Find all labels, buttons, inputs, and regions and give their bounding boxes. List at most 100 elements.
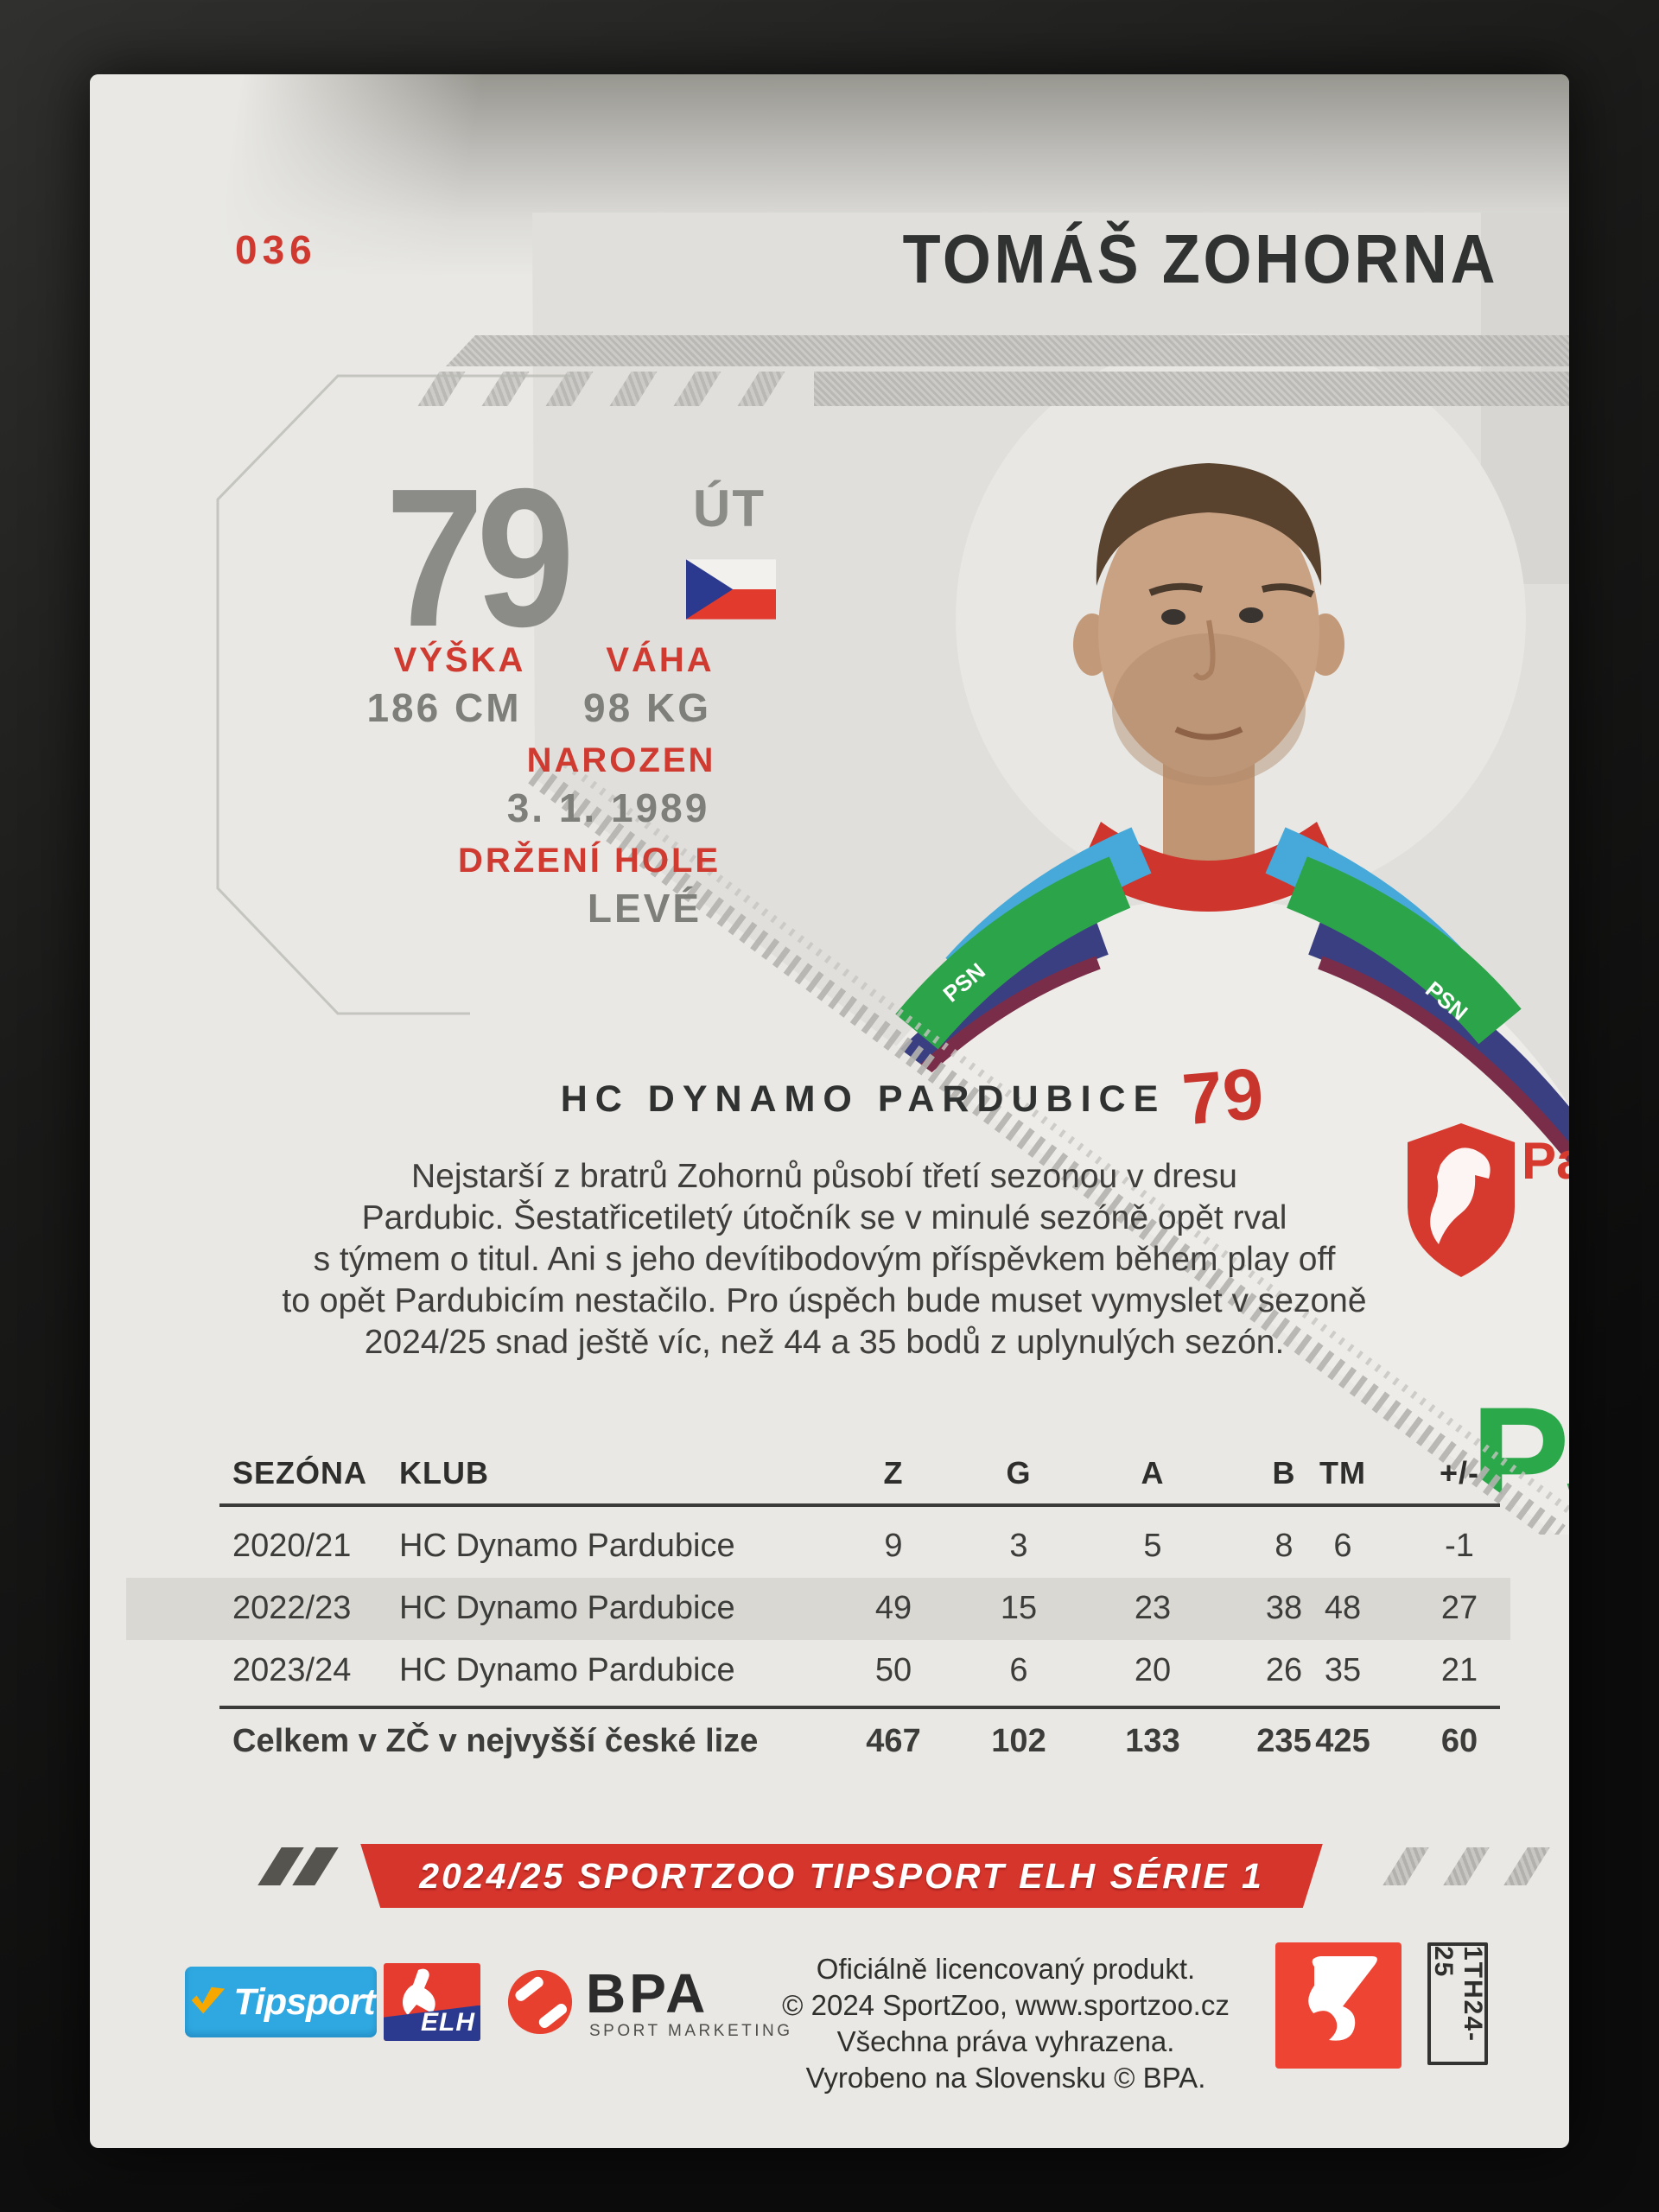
cell-pm: 27	[1440, 1590, 1478, 1626]
cell-season: 2020/21	[232, 1528, 352, 1564]
player-mouth	[1174, 726, 1243, 741]
table-row-shade	[126, 1578, 1510, 1640]
tipsport-check-icon	[192, 1986, 226, 2014]
collar-green-right	[1287, 856, 1522, 1045]
cell-b: 26	[1265, 1652, 1303, 1688]
bpa-subtitle: SPORT MARKETING	[589, 2022, 793, 2040]
col-header-g: G	[1006, 1455, 1032, 1491]
jersey-fragment-text: Pa	[1522, 1132, 1569, 1190]
table-header-line	[219, 1503, 1500, 1507]
weight-label: VÁHA	[606, 641, 715, 679]
bio-line: to opět Pardubicím nestačilo. Pro úspěch…	[282, 1282, 1367, 1319]
copyright-line: Vyrobeno na Slovensku © BPA.	[805, 2062, 1206, 2094]
shoulder-stripe-right-maroon	[1318, 956, 1569, 1202]
czech-flag-icon	[686, 559, 776, 620]
cell-club: HC Dynamo Pardubice	[399, 1652, 735, 1688]
cell-z: 49	[874, 1590, 912, 1626]
bio-line: s týmem o titul. Ani s jeho devítibodový…	[313, 1241, 1336, 1278]
banner-deco-mark	[1382, 1847, 1429, 1885]
cell-pm: -1	[1445, 1528, 1474, 1564]
bio-line: Pardubic. Šestatřicetiletý útočník se v …	[361, 1199, 1287, 1236]
jersey-number-big: 79	[385, 448, 575, 668]
total-label: Celkem v ZČ v nejvyšší české lize	[232, 1723, 759, 1759]
cell-club: HC Dynamo Pardubice	[399, 1528, 735, 1564]
total-b: 235	[1256, 1723, 1312, 1759]
col-header-club: KLUB	[399, 1455, 489, 1491]
total-pm: 60	[1440, 1723, 1478, 1759]
player-name: TOMÁŠ ZOHORNA	[902, 220, 1498, 297]
bpa-label: BPA	[586, 1962, 709, 2024]
cell-b: 38	[1265, 1590, 1303, 1626]
series-banner-text: 2024/25 SPORTZOO TIPSPORT ELH SÉRIE 1	[419, 1855, 1264, 1896]
copyright-line: Oficiálně licencovaný produkt.	[816, 1953, 1196, 1985]
born-label: NAROZEN	[526, 741, 716, 779]
elh-label: ELH	[421, 2008, 475, 2037]
cell-a: 23	[1134, 1590, 1172, 1626]
bio-text: Nejstarší z bratrů Zohornů působí třetí …	[142, 1156, 1507, 1363]
cell-g: 6	[1009, 1652, 1028, 1688]
col-header-z: Z	[883, 1455, 904, 1491]
cell-tm: 48	[1324, 1590, 1362, 1626]
card-number: 036	[235, 227, 317, 272]
copyright-line: Všechna práva vyhrazena.	[836, 2025, 1175, 2057]
cell-b: 8	[1274, 1528, 1294, 1564]
cell-z: 9	[884, 1528, 903, 1564]
total-tm: 425	[1315, 1723, 1370, 1759]
player-stubble	[1112, 633, 1306, 785]
cell-a: 20	[1134, 1652, 1172, 1688]
sportzoo-glyph-icon	[1308, 1956, 1377, 2041]
total-g: 102	[991, 1723, 1046, 1759]
deco-band-top	[446, 335, 1569, 366]
player-photo: Tipsport Tipsport PSN PSN 79 Pa PS	[528, 213, 1569, 1535]
height-label: VÝŠKA	[393, 641, 526, 679]
position-label: ÚT	[693, 480, 766, 537]
chest-number: 79	[1179, 1052, 1267, 1141]
team-name: HC DYNAMO PARDUBICE	[560, 1078, 1166, 1120]
player-eye-right	[1239, 607, 1263, 623]
col-header-pm: +/-	[1439, 1455, 1479, 1491]
tipsport-logo: Tipsport	[185, 1967, 377, 2037]
serial-text: 1TH24-25	[1429, 1946, 1487, 2044]
table-total-line	[219, 1706, 1500, 1709]
bio-line: Nejstarší z bratrů Zohornů působí třetí …	[411, 1158, 1237, 1195]
weight-value: 98 KG	[583, 685, 711, 730]
cell-z: 50	[874, 1652, 912, 1688]
col-header-season: SEZÓNA	[232, 1455, 368, 1491]
player-nose	[1192, 620, 1216, 681]
born-value: 3. 1. 1989	[506, 785, 710, 830]
player-brow-right	[1261, 583, 1314, 598]
cell-a: 5	[1143, 1528, 1162, 1564]
banner-deco-mark	[1503, 1847, 1550, 1885]
elh-logo: ELH	[384, 1963, 480, 2041]
cell-season: 2023/24	[232, 1652, 352, 1688]
cell-g: 15	[1000, 1590, 1038, 1626]
series-banner: 2024/25 SPORTZOO TIPSPORT ELH SÉRIE 1	[360, 1844, 1323, 1908]
banner-deco-mark	[1443, 1847, 1490, 1885]
stick-label: DRŽENÍ HOLE	[457, 842, 721, 880]
cell-club: HC Dynamo Pardubice	[399, 1590, 735, 1626]
deco-band-bottom	[814, 372, 1569, 406]
photo-cut-dotted-band	[528, 765, 1566, 1535]
bio-line: 2024/25 snad ještě víc, než 44 a 35 bodů…	[364, 1324, 1285, 1361]
cell-pm: 21	[1440, 1652, 1478, 1688]
serial-box: 1TH24-25	[1427, 1942, 1488, 2065]
collar-green-left	[895, 856, 1131, 1050]
sportzoo-logo	[1275, 1942, 1402, 2069]
copyright-line: © 2024 SportZoo, www.sportzoo.cz	[782, 1989, 1230, 2021]
copyright-block: Oficiálně licencovaný produkt. © 2024 Sp…	[725, 1951, 1287, 2096]
col-header-a: A	[1141, 1455, 1165, 1491]
stick-value: LEVÉ	[587, 886, 702, 931]
player-hair	[1096, 463, 1322, 586]
total-z: 467	[866, 1723, 921, 1759]
inner-collar-red	[1078, 822, 1339, 912]
cell-season: 2022/23	[232, 1590, 352, 1626]
height-value: 186 CM	[366, 685, 522, 730]
cell-tm: 6	[1333, 1528, 1352, 1564]
col-header-b: B	[1272, 1455, 1296, 1491]
player-eye-left	[1161, 609, 1185, 625]
pardubice-logo	[1408, 1123, 1515, 1277]
bpa-circle-icon	[507, 1969, 573, 2035]
total-a: 133	[1125, 1723, 1180, 1759]
player-brow-left	[1148, 582, 1204, 596]
trading-card: Tipsport Tipsport PSN PSN 79 Pa PS	[90, 74, 1569, 2148]
